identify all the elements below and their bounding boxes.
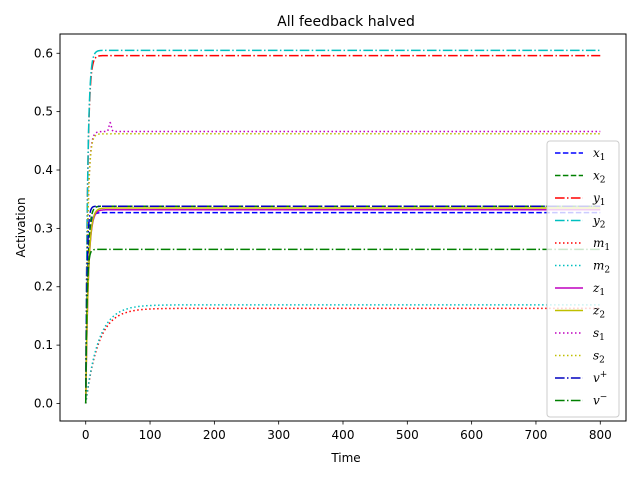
y-tick-label: 0.5 bbox=[34, 105, 53, 119]
series-layer bbox=[84, 49, 601, 404]
x-tick-label: 0 bbox=[82, 428, 90, 442]
y-tick-label: 0.2 bbox=[34, 280, 53, 294]
series-line-z1 bbox=[84, 208, 601, 404]
legend: x1 x2 y1 y2 m1 m2 z1 z2 s1 s2 v+ v− bbox=[546, 140, 620, 418]
x-tick-label: 400 bbox=[332, 428, 355, 442]
legend-label: s2 bbox=[593, 349, 605, 366]
x-tick-label: 700 bbox=[525, 428, 548, 442]
ticks-layer: 0 100 200 300 400 500 600 700 800 0.0 0.1 0.2 0.3 0.4… bbox=[34, 46, 612, 442]
y-tick-label: 0.4 bbox=[34, 163, 53, 177]
legend-label: x2 bbox=[593, 169, 606, 186]
series-line-s1 bbox=[84, 121, 601, 404]
legend-box bbox=[546, 140, 620, 418]
x-tick-label: 600 bbox=[460, 428, 483, 442]
legend-label: m2 bbox=[593, 259, 610, 276]
series-line-z2 bbox=[84, 207, 601, 404]
y-tick-label: 0.3 bbox=[34, 221, 53, 235]
legend-label: v+ bbox=[593, 370, 607, 385]
legend-label: v− bbox=[593, 393, 607, 408]
y-tick-label: 0.0 bbox=[34, 396, 53, 410]
y-tick-label: 0.1 bbox=[34, 338, 53, 352]
legend-label: y1 bbox=[592, 191, 606, 208]
x-tick-label: 500 bbox=[396, 428, 419, 442]
series-line-y2 bbox=[84, 49, 601, 404]
series-line-v-plus bbox=[84, 205, 601, 404]
legend-label: m1 bbox=[593, 236, 610, 253]
series-line-m2 bbox=[84, 304, 601, 404]
y-axis-label: Activation bbox=[14, 197, 28, 257]
x-tick-label: 200 bbox=[203, 428, 226, 442]
series-line-y1 bbox=[84, 54, 601, 404]
x-axis-label: Time bbox=[330, 451, 360, 465]
legend-label: x1 bbox=[593, 146, 606, 163]
legend-label: s1 bbox=[593, 326, 605, 343]
y-tick-label: 0.6 bbox=[34, 46, 53, 60]
legend-label: y2 bbox=[592, 214, 606, 231]
x-tick-label: 300 bbox=[267, 428, 290, 442]
series-line-v-minus bbox=[84, 248, 601, 404]
x-tick-label: 800 bbox=[589, 428, 612, 442]
legend-label: z1 bbox=[592, 281, 605, 298]
chart-title: All feedback halved bbox=[277, 14, 415, 30]
x-tick-label: 100 bbox=[139, 428, 162, 442]
legend-label: z2 bbox=[592, 304, 605, 321]
